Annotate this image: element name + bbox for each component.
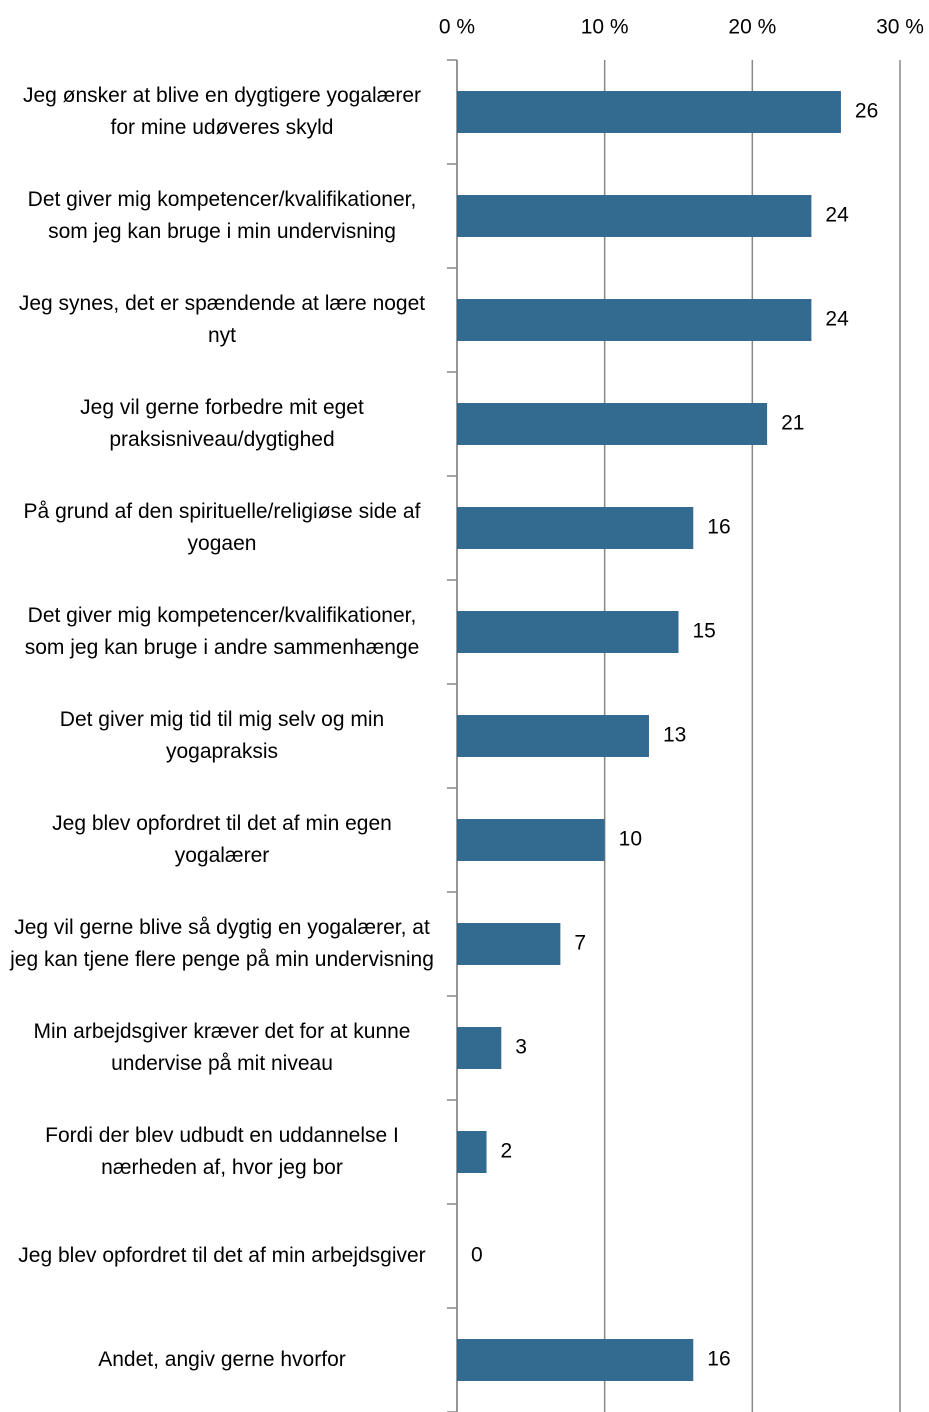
y-tick-label: Min arbejdsgiver kræver det for at kunne… xyxy=(33,1020,411,1075)
y-tick-label: Det giver mig tid til mig selv og min yo… xyxy=(59,708,385,763)
y-tick-label: Jeg vil gerne blive så dygtig en yogalær… xyxy=(10,916,434,971)
x-tick-label: 10 % xyxy=(581,16,629,39)
y-tick-label: Det giver mig kompetencer/kvalifikatione… xyxy=(27,188,417,243)
value-label: 24 xyxy=(825,204,849,227)
value-label: 7 xyxy=(574,932,586,955)
y-tick-label: Det giver mig kompetencer/kvalifikatione… xyxy=(24,604,420,659)
bar xyxy=(457,507,694,549)
y-tick-label: På grund af den spirituelle/religiøse si… xyxy=(23,500,421,555)
x-tick-label: 30 % xyxy=(876,16,924,39)
bar xyxy=(457,195,812,237)
bar xyxy=(457,1131,487,1173)
value-label: 15 xyxy=(693,620,716,643)
y-tick-label: Jeg blev opfordret til det af min egen y… xyxy=(52,812,392,867)
x-tick-label: 0 % xyxy=(439,16,475,39)
value-label: 21 xyxy=(781,412,804,435)
value-label: 16 xyxy=(707,1348,730,1371)
bar xyxy=(457,923,561,965)
y-tick-label: Fordi der blev udbudt en uddannelse I næ… xyxy=(45,1124,399,1179)
y-tick-label: Jeg synes, det er spændende at lære noge… xyxy=(18,292,426,347)
value-label: 24 xyxy=(825,308,849,331)
bar xyxy=(457,91,841,133)
bar xyxy=(457,403,768,445)
y-tick-label: Jeg vil gerne forbedre mit eget praksisn… xyxy=(80,396,364,451)
value-label: 13 xyxy=(663,724,686,747)
bar xyxy=(457,1027,502,1069)
value-label: 3 xyxy=(515,1036,527,1059)
bar xyxy=(457,611,679,653)
bar xyxy=(457,1339,694,1381)
bar xyxy=(457,299,812,341)
y-tick-label: Jeg ønsker at blive en dygtigere yogalær… xyxy=(22,84,422,139)
value-label: 16 xyxy=(707,516,730,539)
y-tick-label: Jeg blev opfordret til det af min arbejd… xyxy=(18,1244,426,1267)
value-label: 26 xyxy=(855,100,878,123)
x-tick-label: 20 % xyxy=(728,16,776,39)
bar xyxy=(457,715,649,757)
value-label: 2 xyxy=(501,1140,513,1163)
value-label: 0 xyxy=(471,1244,483,1267)
bar xyxy=(457,819,605,861)
y-tick-label: Andet, angiv gerne hvorfor xyxy=(98,1348,346,1371)
value-label: 10 xyxy=(619,828,642,851)
